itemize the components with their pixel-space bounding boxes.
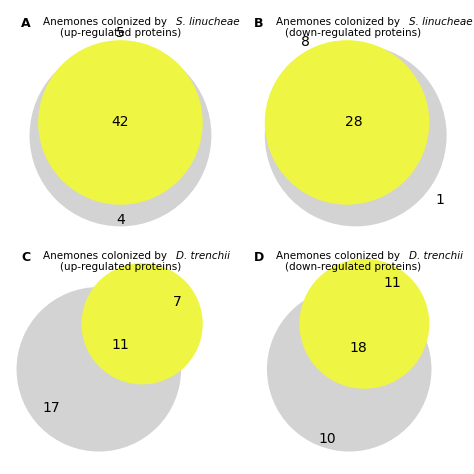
Text: 42: 42 xyxy=(112,116,129,129)
Circle shape xyxy=(17,287,181,452)
Text: 11: 11 xyxy=(111,338,129,353)
Text: Anemones colonized by: Anemones colonized by xyxy=(43,18,170,27)
Text: A: A xyxy=(21,18,30,30)
Circle shape xyxy=(82,263,203,384)
Text: 10: 10 xyxy=(319,431,337,446)
Text: 17: 17 xyxy=(42,401,60,415)
Text: C: C xyxy=(21,251,30,264)
Text: 5: 5 xyxy=(116,26,125,40)
Text: 7: 7 xyxy=(173,295,181,309)
Text: D. trenchii: D. trenchii xyxy=(176,251,230,261)
Text: Anemones colonized by: Anemones colonized by xyxy=(275,251,403,261)
Text: 28: 28 xyxy=(345,116,362,129)
Text: (down-regulated proteins): (down-regulated proteins) xyxy=(285,262,421,272)
Text: (up-regulated proteins): (up-regulated proteins) xyxy=(60,28,181,38)
Text: Anemones colonized by: Anemones colonized by xyxy=(275,18,403,27)
Text: 1: 1 xyxy=(436,193,445,208)
Text: B: B xyxy=(254,18,264,30)
Text: D: D xyxy=(254,251,264,264)
Text: 8: 8 xyxy=(301,36,310,49)
Circle shape xyxy=(38,40,203,205)
Text: 11: 11 xyxy=(383,276,401,290)
Circle shape xyxy=(265,40,429,205)
Text: S. linucheae: S. linucheae xyxy=(176,18,239,27)
Circle shape xyxy=(300,259,429,389)
Text: (down-regulated proteins): (down-regulated proteins) xyxy=(285,28,421,38)
Circle shape xyxy=(267,287,431,452)
Text: D. trenchii: D. trenchii xyxy=(409,251,463,261)
Text: (up-regulated proteins): (up-regulated proteins) xyxy=(60,262,181,272)
Text: 18: 18 xyxy=(349,341,367,355)
Circle shape xyxy=(29,45,211,227)
Text: 4: 4 xyxy=(116,213,125,228)
Text: Anemones colonized by: Anemones colonized by xyxy=(43,251,170,261)
Circle shape xyxy=(265,45,447,227)
Text: S. linucheae: S. linucheae xyxy=(409,18,473,27)
